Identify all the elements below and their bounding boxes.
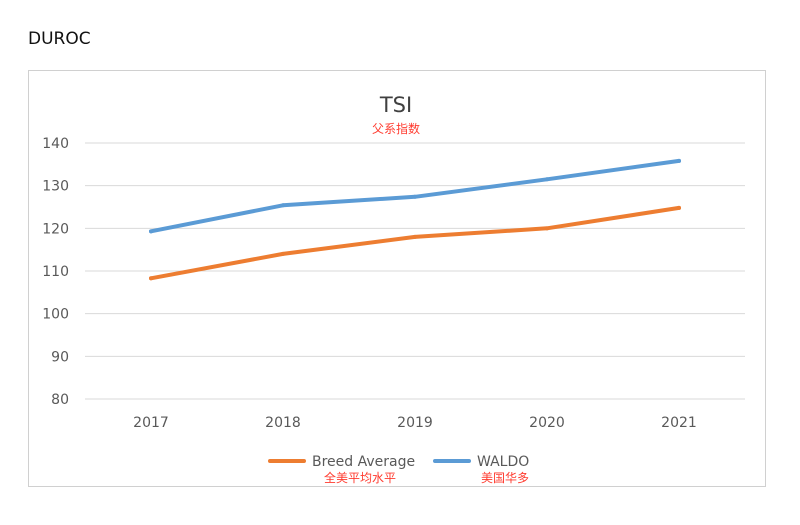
chart-frame (28, 70, 766, 487)
data-point (413, 194, 417, 199)
x-tick-label: 2019 (397, 415, 433, 431)
data-point (677, 205, 681, 210)
legend-sublabel-1: 美国华多 (481, 471, 529, 485)
x-tick-label: 2018 (265, 415, 301, 431)
y-tick-label: 120 (42, 221, 69, 237)
y-tick-label: 90 (51, 349, 69, 365)
y-tick-label: 100 (42, 307, 69, 323)
legend-sublabel-0: 全美平均水平 (324, 470, 396, 485)
legend-label-1: WALDO (477, 454, 529, 470)
data-point (149, 276, 153, 281)
y-tick-label: 130 (42, 179, 69, 195)
x-tick-label: 2021 (661, 415, 697, 431)
page-heading: DUROC (28, 29, 91, 49)
x-axis-ticks: 2017 2018 2019 2020 2021 (133, 415, 697, 431)
x-tick-label: 2017 (133, 415, 169, 431)
data-point (677, 158, 681, 163)
chart-subtitle: 父系指数 (372, 121, 420, 136)
data-point (545, 226, 549, 231)
data-point (281, 203, 285, 208)
legend-label-0: Breed Average (312, 454, 415, 470)
chart-title: TSI (379, 93, 412, 117)
data-point (281, 251, 285, 256)
x-tick-label: 2020 (529, 415, 565, 431)
y-tick-label: 110 (42, 264, 69, 280)
y-tick-label: 80 (51, 392, 69, 408)
series-line-0 (149, 205, 681, 281)
data-point (149, 229, 153, 234)
y-tick-label: 140 (42, 136, 69, 152)
series-lines (149, 158, 681, 281)
data-point (413, 234, 417, 239)
y-axis-ticks: 80 90 100 110 120 130 140 (42, 136, 69, 408)
data-point (545, 177, 549, 182)
